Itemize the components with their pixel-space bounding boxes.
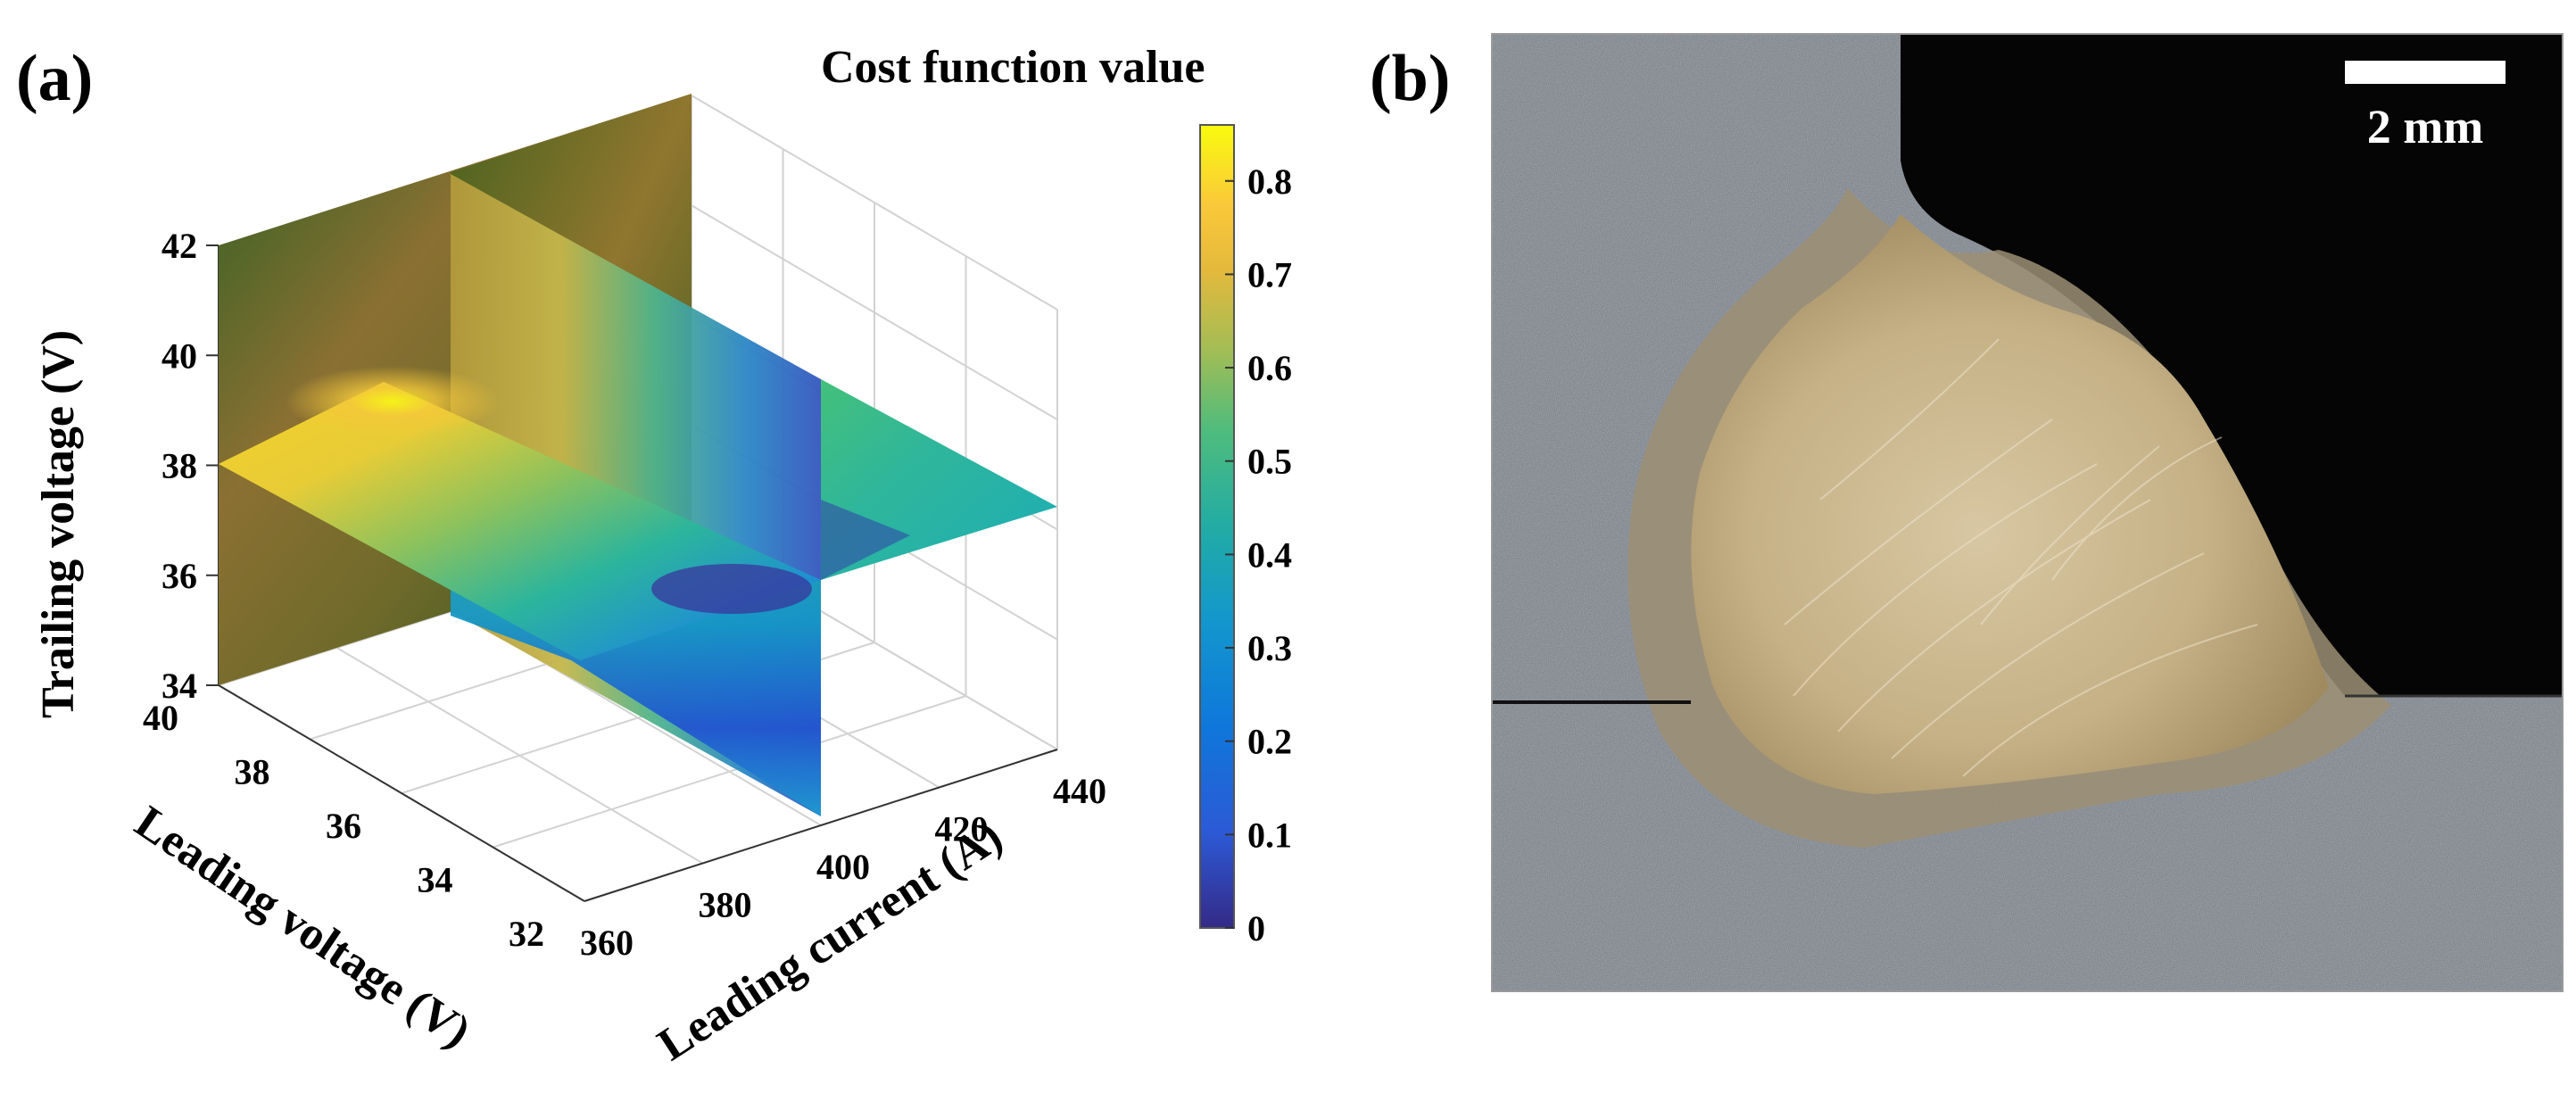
colorbar-tick-label: 0.8 (1247, 161, 1292, 202)
panel-b-label: (b) (1370, 42, 1450, 115)
colorbar-tick-label: 0.4 (1247, 534, 1292, 575)
colorbar-tick-label: 0.3 (1247, 628, 1292, 668)
plot-3d: 34 36 38 40 42 32 34 36 38 40 360 380 400 420 440 Tr… (33, 94, 1106, 1071)
z-tick-label: 36 (162, 556, 197, 596)
grid-line-z (691, 95, 1058, 311)
y-tick-label: 40 (143, 698, 178, 738)
colorbar-tick-label: 0.5 (1247, 442, 1292, 482)
z-tick-label: 38 (162, 446, 197, 486)
colorbar-ticks: 0 0.1 0.2 0.3 0.4 0.5 0.6 0.7 0.8 (1225, 161, 1292, 948)
y-tick-label: 36 (326, 806, 361, 846)
y-tick-label: 34 (418, 860, 453, 900)
colorbar-title: Cost function value (821, 42, 1205, 93)
colorbar (1199, 124, 1235, 929)
z-tick-label: 42 (162, 226, 197, 266)
y-axis-line (218, 684, 585, 902)
y-tick-label: 38 (235, 752, 270, 792)
z-tick-label: 40 (162, 335, 197, 376)
z-axis-ticks: 34 36 38 40 42 (162, 226, 219, 706)
colorbar-tick-label: 0.6 (1247, 348, 1292, 388)
grid-line-y (493, 695, 966, 849)
scale-bar-label: 2 mm (2367, 100, 2483, 153)
y-tick-label: 32 (509, 914, 544, 954)
colorbar-tick-label: 0.1 (1247, 815, 1292, 855)
z-axis-label: Trailing voltage (V) (33, 330, 84, 718)
x-tick-label: 420 (935, 809, 989, 849)
colorbar-tick-label: 0.7 (1247, 254, 1292, 294)
x-tick-label: 440 (1053, 771, 1106, 811)
colorbar-tick-label: 0.2 (1247, 722, 1292, 762)
scale-bar (2345, 61, 2506, 84)
z-tick-label: 34 (162, 666, 197, 706)
x-axis-line (584, 749, 1058, 902)
grid-line-z (691, 204, 1058, 421)
panel-a-label: (a) (16, 42, 93, 115)
colorbar-tick-label: 0 (1247, 908, 1265, 948)
x-tick-label: 380 (699, 885, 752, 925)
x-tick-label: 360 (580, 923, 634, 963)
micrograph: 2 mm (1492, 34, 2563, 991)
y-axis-ticks: 32 34 36 38 40 (143, 698, 544, 954)
y-axis-label: Leading voltage (V) (126, 797, 479, 1058)
x-tick-label: 400 (816, 847, 870, 887)
x-axis-ticks: 360 380 400 420 440 (580, 771, 1106, 963)
